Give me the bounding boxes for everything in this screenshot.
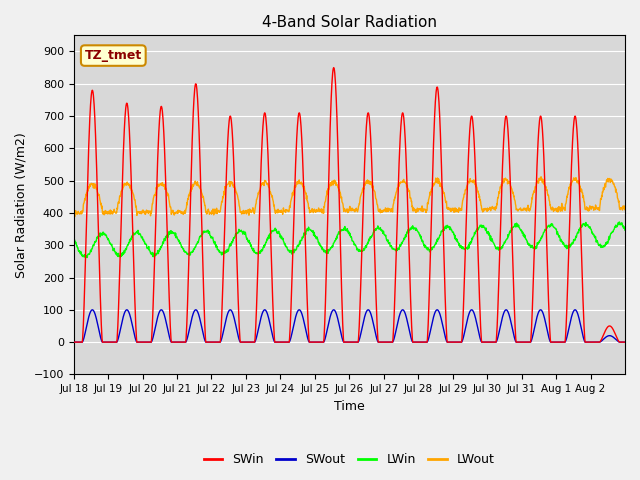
LWout [561, 205, 568, 211]
SWin [335, 190, 343, 196]
LWout [325, 187, 333, 192]
X-axis label: Time: Time [334, 400, 365, 413]
Legend: SWin, SWout, LWin, LWout: SWin, SWout, LWin, LWout [198, 448, 500, 471]
SWin [70, 339, 77, 345]
LWin [70, 236, 77, 242]
LWin [156, 246, 164, 252]
LWout [156, 181, 164, 187]
SWout [88, 307, 96, 312]
Line: SWin: SWin [74, 68, 625, 342]
SWin [621, 339, 629, 345]
LWin [621, 228, 629, 233]
LWin [616, 219, 623, 225]
LWin [614, 220, 622, 226]
Text: TZ_tmet: TZ_tmet [84, 49, 142, 62]
SWin [479, 339, 487, 345]
SWin [324, 190, 332, 196]
LWout [70, 209, 77, 215]
LWin [325, 248, 333, 253]
SWin [561, 339, 568, 345]
SWout [156, 308, 164, 313]
Line: SWout: SWout [74, 310, 625, 342]
SWout [614, 338, 622, 344]
SWout [70, 339, 77, 345]
LWin [335, 229, 343, 235]
LWin [561, 242, 568, 248]
SWin [614, 337, 622, 343]
SWout [479, 339, 487, 345]
LWout [479, 208, 487, 214]
SWout [561, 339, 568, 345]
Title: 4-Band Solar Radiation: 4-Band Solar Radiation [262, 15, 437, 30]
Line: LWout: LWout [74, 177, 625, 216]
LWout [71, 214, 79, 219]
LWout [335, 188, 343, 194]
SWout [325, 320, 333, 326]
Line: LWin: LWin [74, 222, 625, 258]
Y-axis label: Solar Radiation (W/m2): Solar Radiation (W/m2) [15, 132, 28, 278]
LWin [479, 223, 487, 228]
LWin [83, 255, 91, 261]
SWout [335, 322, 343, 327]
LWout [614, 199, 622, 205]
SWin [156, 112, 164, 118]
SWin [330, 65, 337, 71]
LWout [621, 203, 629, 209]
LWout [538, 174, 545, 180]
SWout [621, 339, 629, 345]
